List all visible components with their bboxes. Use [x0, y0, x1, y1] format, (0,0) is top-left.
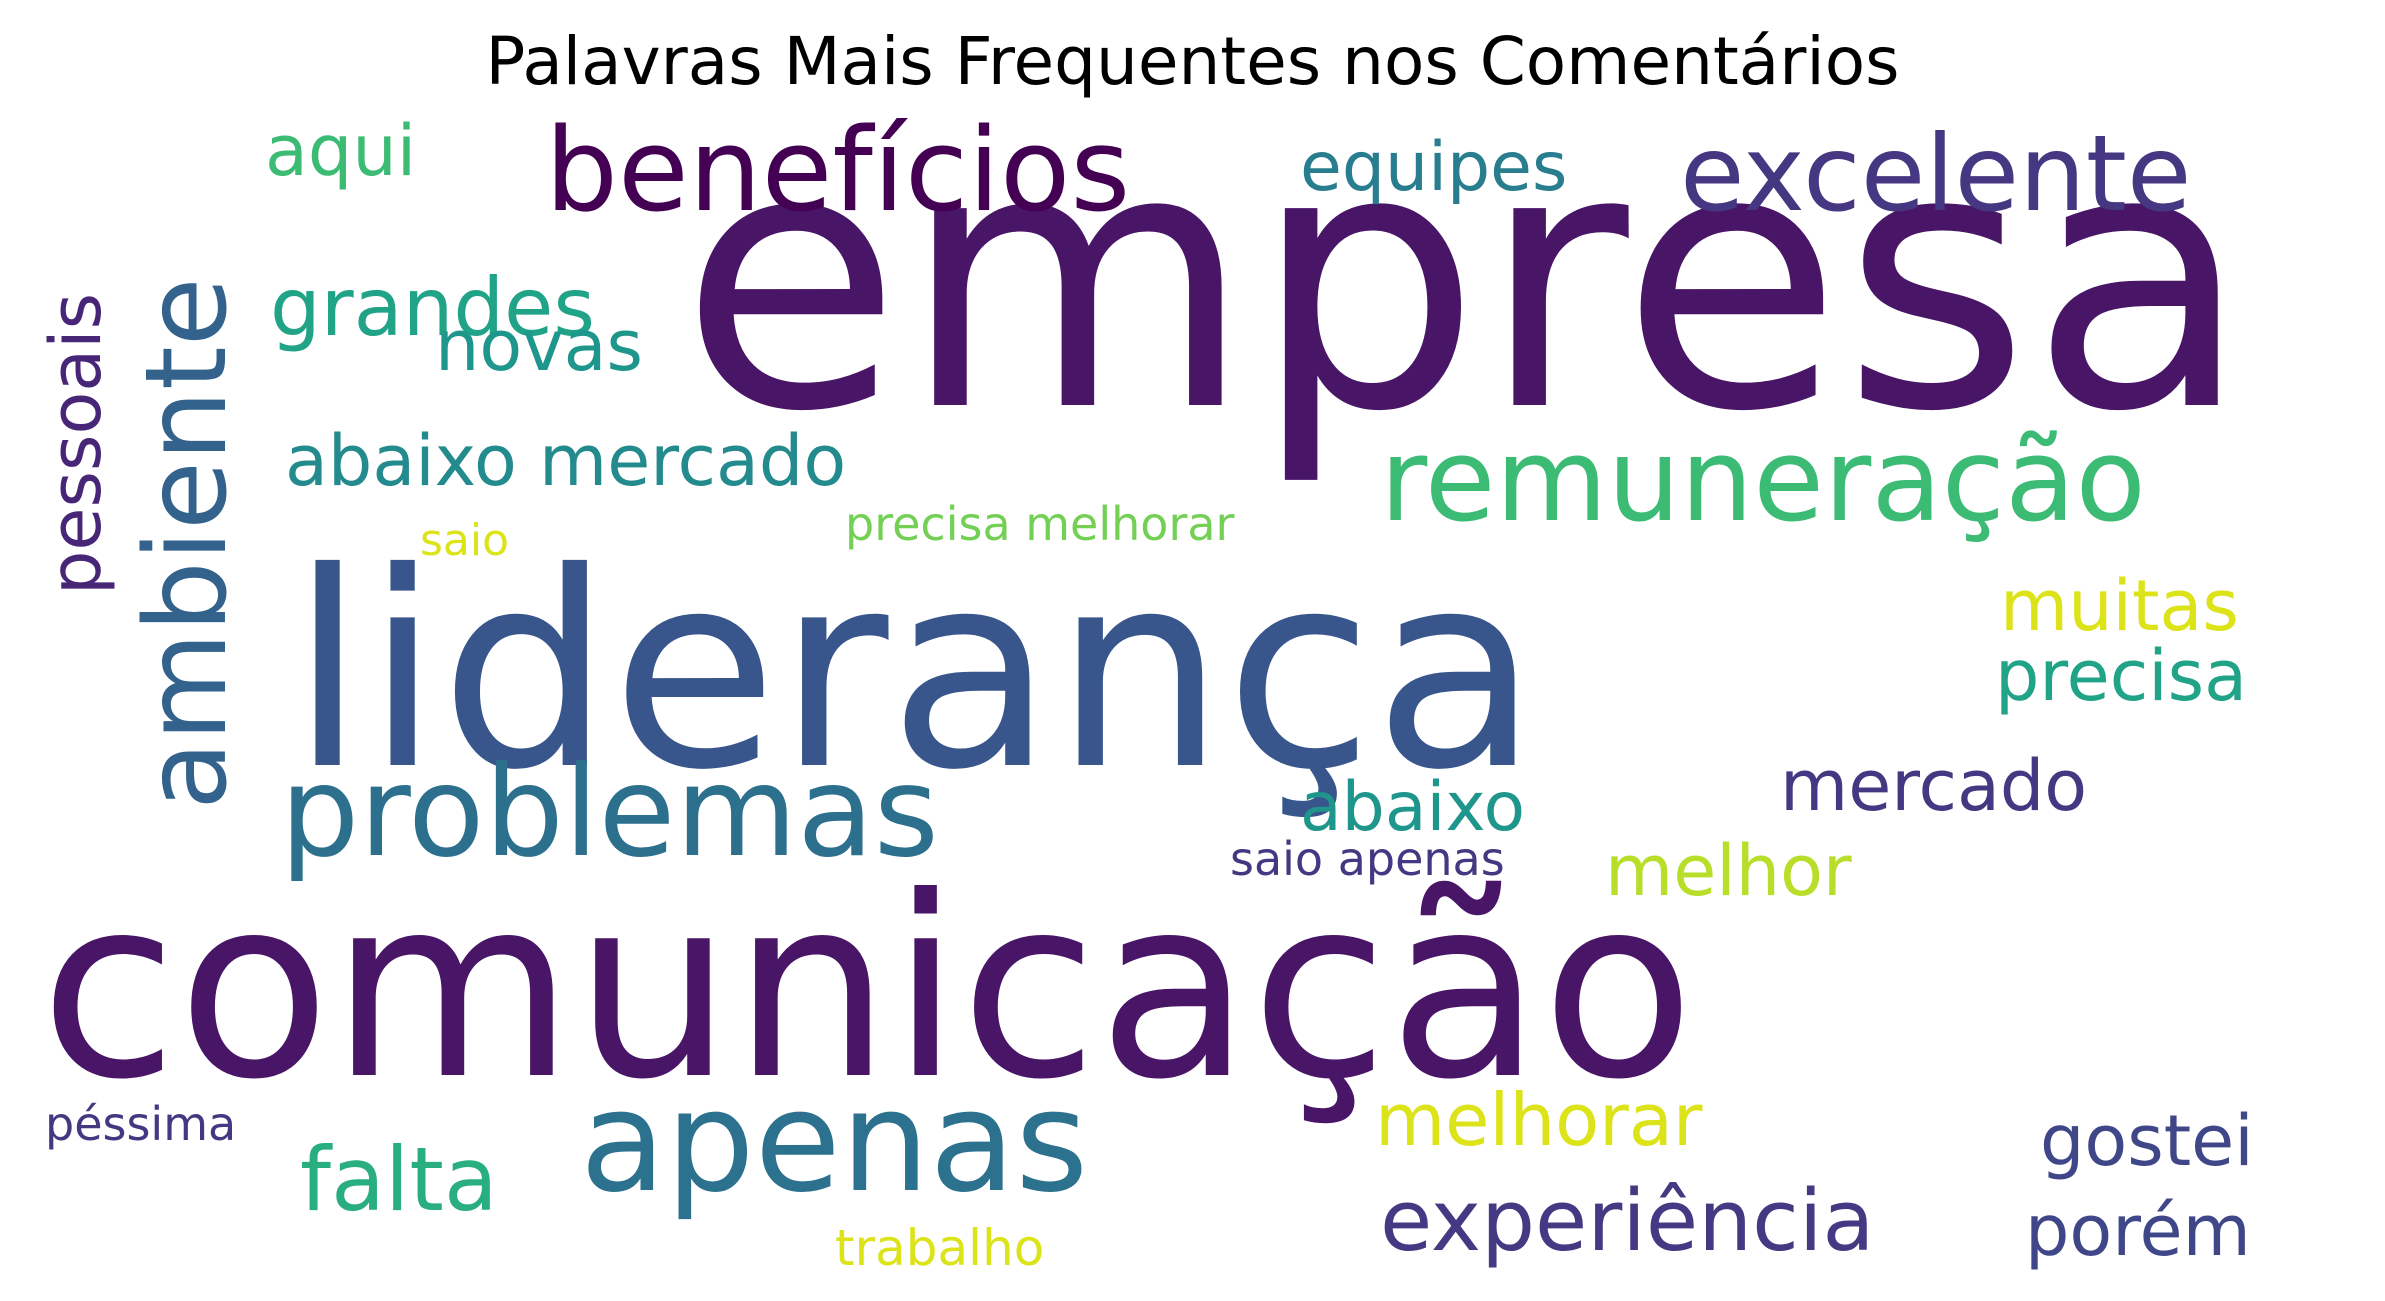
word-melhor: melhor: [1605, 830, 1852, 912]
word-saio: saio: [420, 515, 509, 566]
word-equipes: equipes: [1300, 128, 1567, 207]
figure-title: Palavras Mais Frequentes nos Comentários: [485, 23, 1900, 100]
word-gostei: gostei: [2040, 1100, 2254, 1182]
word-ambiente: ambiente: [122, 277, 252, 810]
word-excelente: excelente: [1680, 113, 2191, 235]
word-comunicação: comunicação: [40, 843, 1695, 1134]
word-aqui: aqui: [265, 110, 416, 192]
word-muitas: muitas: [2000, 565, 2239, 647]
word-abaixo-mercado: abaixo mercado: [285, 420, 846, 502]
word-remuneração: remuneração: [1380, 414, 2146, 548]
word-mercado: mercado: [1780, 745, 2087, 827]
word-abaixo: abaixo: [1300, 768, 1525, 847]
word-liderança: liderança: [290, 514, 1539, 829]
word-melhorar: melhorar: [1375, 1078, 1703, 1162]
word-precisa: precisa: [1995, 635, 2247, 717]
word-apenas: apenas: [580, 1061, 1088, 1224]
word-experiência: experiência: [1380, 1172, 1875, 1271]
word-benefícios: benefícios: [545, 104, 1130, 238]
word-empresa: empresa: [680, 71, 2250, 490]
word-trabalho: trabalho: [835, 1219, 1044, 1277]
word-grandes: grandes: [270, 261, 595, 354]
word-falta: falta: [300, 1128, 498, 1231]
word-porém: porém: [2025, 1190, 2251, 1272]
word-péssima: péssima: [45, 1097, 236, 1151]
word-saio-apenas: saio apenas: [1230, 832, 1505, 886]
word-precisa-melhorar: precisa melhorar: [845, 497, 1235, 551]
word-problemas: problemas: [280, 740, 939, 885]
word-novas: novas: [435, 305, 643, 387]
word-pessoais: pessoais: [35, 293, 117, 595]
